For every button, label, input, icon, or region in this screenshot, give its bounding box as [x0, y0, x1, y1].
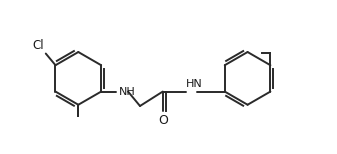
Text: NH: NH	[119, 87, 135, 97]
Text: O: O	[158, 114, 168, 127]
Text: Cl: Cl	[33, 39, 44, 52]
Text: HN: HN	[185, 79, 202, 89]
